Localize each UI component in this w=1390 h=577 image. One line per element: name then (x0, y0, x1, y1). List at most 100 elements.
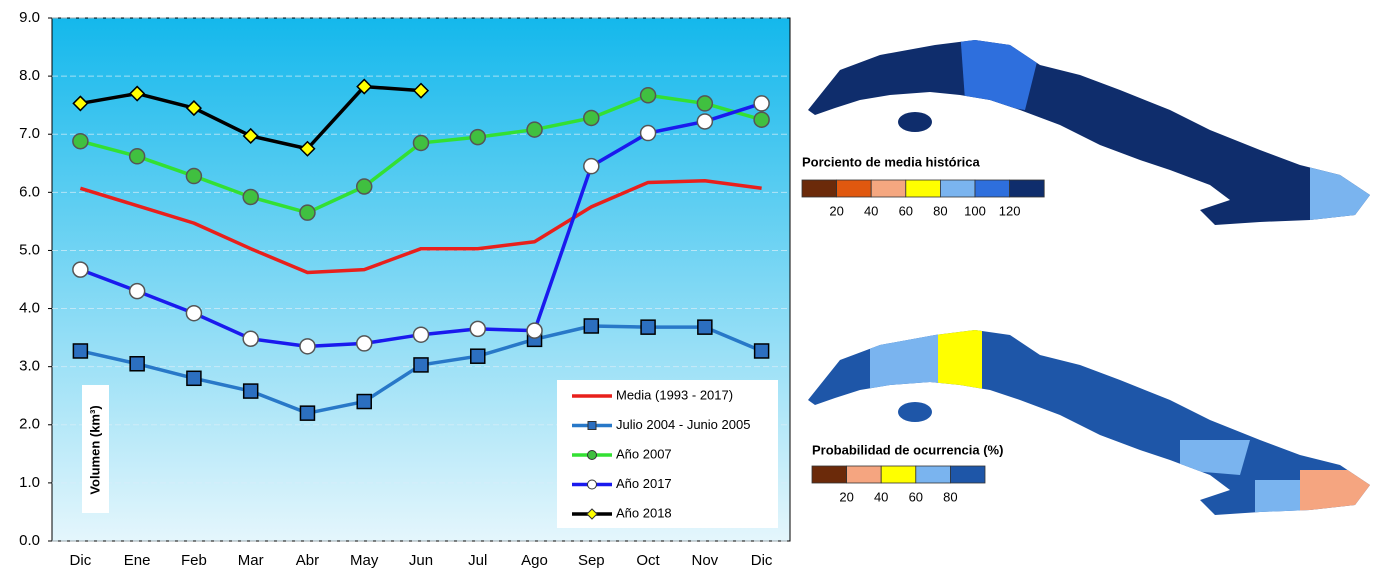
legend-label: Julio 2004 - Junio 2005 (616, 417, 750, 432)
legend-swatch (846, 465, 882, 484)
marker (753, 111, 770, 128)
marker (583, 157, 600, 175)
y-axis-label: Volumen (km³) (87, 405, 102, 494)
x-tick-label: Jul (468, 552, 487, 569)
marker (128, 148, 146, 165)
marker (583, 318, 600, 334)
y-tick-label: 4.0 (19, 300, 40, 317)
marker (129, 356, 145, 372)
legend-swatch (880, 465, 917, 484)
map-legends: Porciento de media histórica 20 40 60 80 100 1… (801, 154, 1045, 504)
legend-marker (586, 508, 598, 520)
marker (412, 326, 430, 343)
marker (583, 109, 600, 127)
y-tick-label: 7.0 (19, 125, 40, 142)
map-top (808, 40, 1370, 225)
marker (242, 127, 259, 145)
marker (242, 188, 259, 206)
marker (72, 95, 89, 112)
marker (185, 167, 203, 185)
map-legend-title: Porciento de media histórica (802, 154, 980, 169)
legend-swatch (905, 179, 941, 198)
grid (52, 17, 790, 542)
y-tick-label: 6.0 (19, 183, 40, 200)
marker (469, 320, 487, 338)
marker (639, 87, 657, 104)
marker (412, 134, 430, 152)
marker (696, 95, 714, 112)
legend-label: Año 2018 (616, 505, 672, 520)
y-tick-label: 3.0 (19, 358, 40, 375)
marker (356, 78, 373, 95)
x-tick-label: May (350, 552, 379, 569)
marker (299, 405, 316, 421)
legend-swatch (870, 179, 907, 198)
x-tick-label: Ene (124, 552, 151, 569)
legend-tick-label: 20 (829, 203, 843, 218)
legend-swatch (811, 465, 847, 484)
y-tick-label: 1.0 (19, 474, 40, 491)
y-tick-label: 9.0 (19, 9, 40, 26)
x-tick-label: Abr (296, 552, 319, 569)
legend-tick-label: 100 (964, 203, 986, 218)
marker (696, 113, 714, 130)
y-label-box (82, 385, 109, 513)
x-tick-label: Ago (521, 552, 548, 569)
legend-tick-label: 20 (839, 489, 853, 504)
x-tick-label: Oct (636, 552, 660, 569)
legend-tick-label: 40 (864, 203, 878, 218)
y-tick-label: 8.0 (19, 67, 40, 84)
legend-label: Media (1993 - 2017) (616, 387, 733, 402)
x-tick-label: Feb (181, 552, 207, 569)
marker (526, 322, 543, 339)
marker (299, 338, 316, 355)
x-tick-label: Jun (409, 552, 433, 569)
marker (242, 330, 259, 348)
marker (356, 393, 372, 410)
legend-tick-label: 60 (899, 203, 913, 218)
marker (412, 82, 430, 99)
y-tick-label: 5.0 (19, 241, 40, 258)
marker (526, 121, 543, 138)
x-tick-label: Dic (751, 552, 773, 569)
marker (299, 204, 316, 221)
marker (640, 319, 656, 335)
legend-label: Año 2007 (616, 446, 672, 461)
map-legend-title: Probabilidad de ocurrencia (%) (812, 442, 1003, 457)
legend-swatch (801, 179, 837, 198)
marker (355, 335, 373, 352)
marker (470, 348, 486, 364)
legend-marker (587, 479, 597, 490)
marker (72, 343, 89, 359)
legend-swatch (1009, 179, 1045, 198)
legend-tick-label: 80 (933, 203, 947, 218)
legend-tick-label: 60 (909, 489, 923, 504)
legend-tick-label: 80 (943, 489, 957, 504)
x-tick-label: Mar (238, 552, 264, 569)
legend-marker (587, 450, 597, 460)
marker (72, 132, 89, 150)
legend-swatch (940, 179, 976, 198)
marker (128, 282, 146, 300)
marker (185, 304, 203, 322)
legend-swatch (836, 179, 872, 198)
marker (639, 124, 657, 142)
chart: 0.0 1.0 2.0 3.0 4.0 5.0 6.0 7.0 8.0 9.0 Dic Ene Feb M… (19, 9, 773, 569)
legend-label: Año 2017 (616, 476, 672, 491)
marker (355, 178, 373, 195)
legend-swatch (974, 179, 1010, 198)
marker (413, 357, 429, 373)
marker (753, 343, 770, 359)
marker (697, 319, 713, 335)
x-tick-label: Sep (578, 552, 605, 569)
marker (129, 85, 146, 102)
legend-tick-label: 120 (999, 203, 1021, 218)
legend-tick-label: 40 (874, 489, 888, 504)
x-tick-label: Nov (692, 552, 719, 569)
series-line (79, 178, 762, 275)
marker (299, 140, 316, 157)
marker (753, 95, 770, 112)
y-tick-label: 0.0 (19, 532, 40, 549)
legend-swatch (950, 465, 986, 484)
